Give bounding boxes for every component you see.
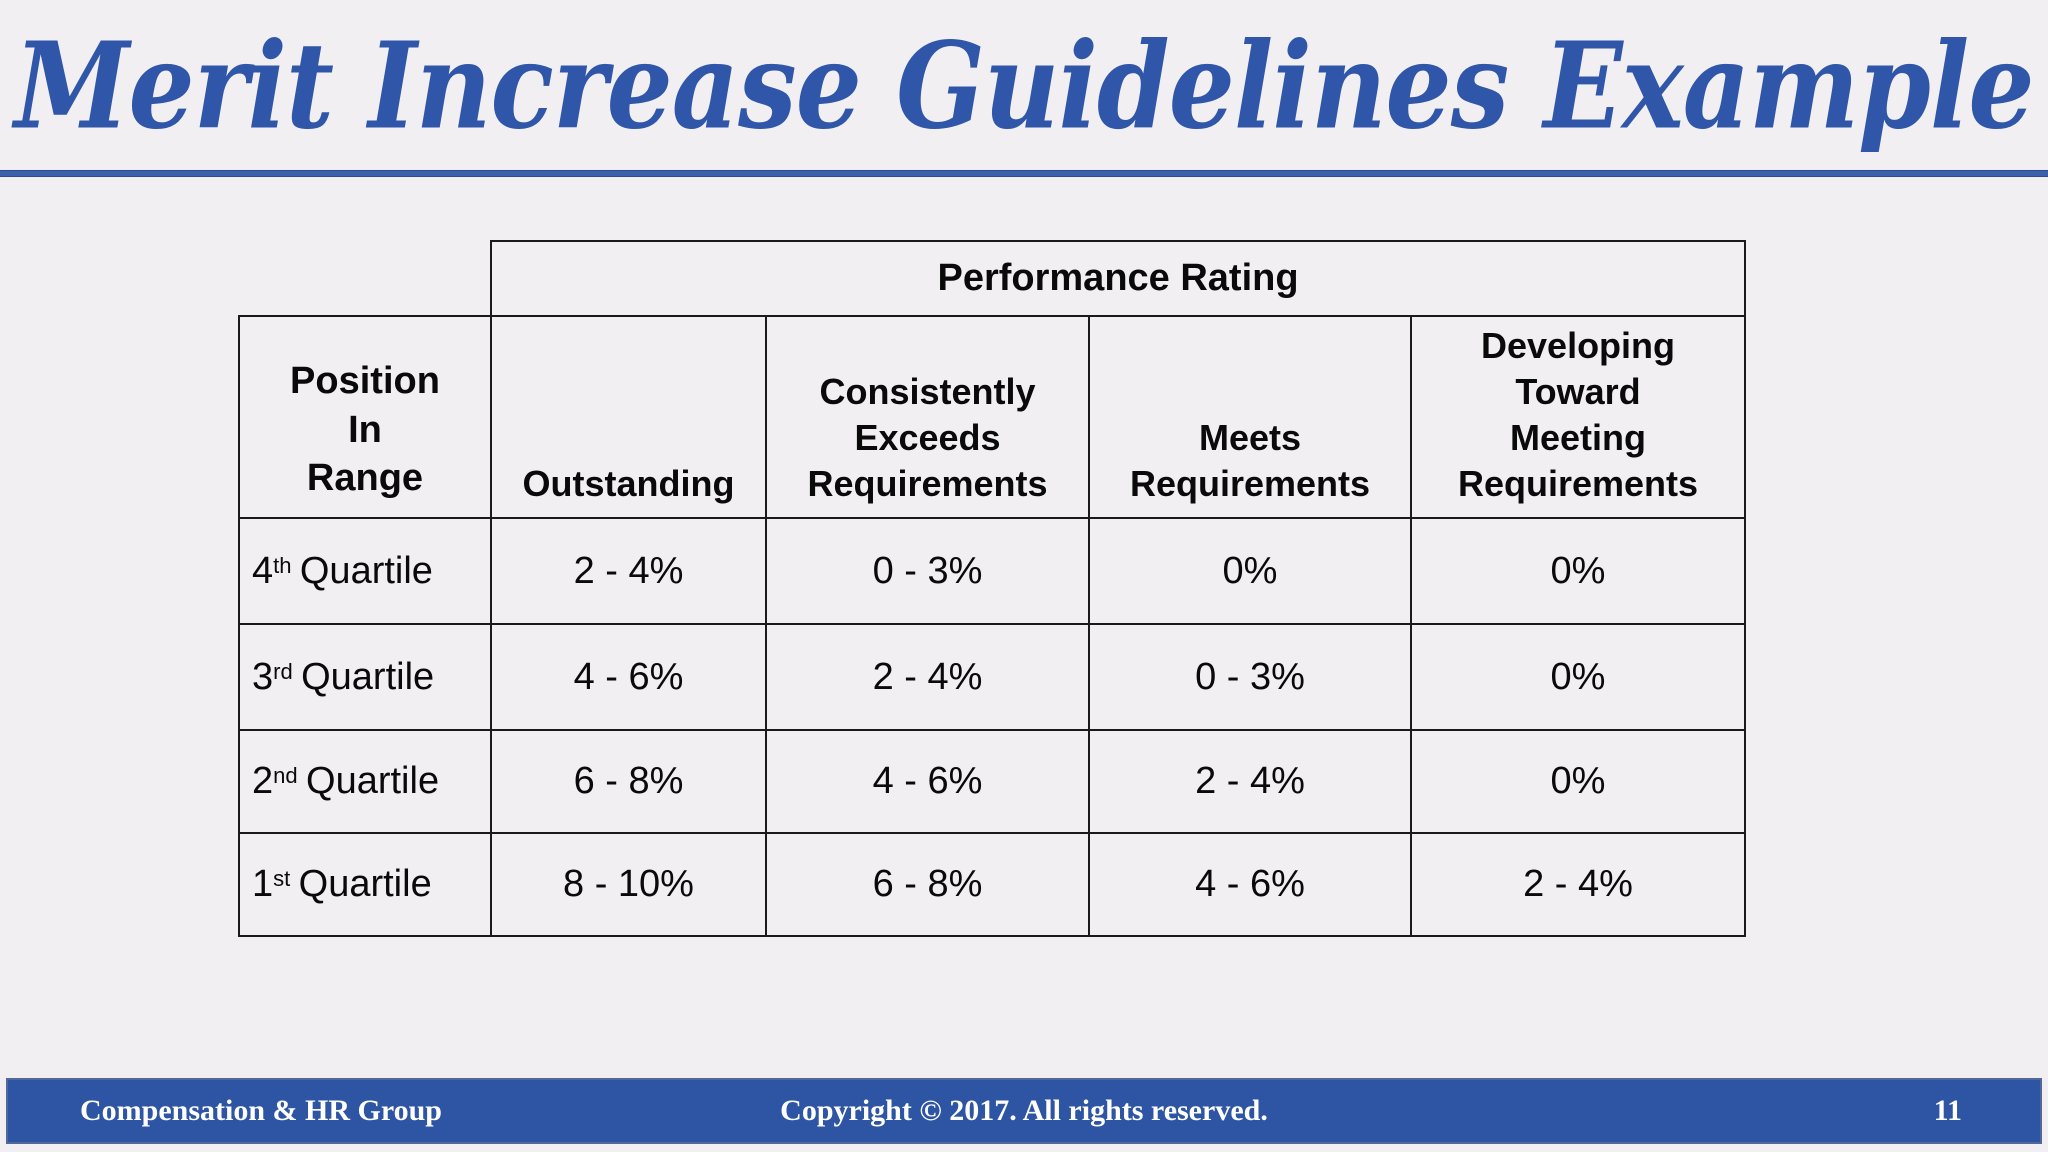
column-header-meets-requirements: Meets Requirements	[1088, 315, 1412, 519]
cell-value: 0%	[1409, 729, 1747, 834]
cell-value: 0%	[1409, 623, 1747, 731]
cell-value: 2 - 4%	[490, 517, 767, 625]
cell-value: 4 - 6%	[765, 729, 1090, 834]
ordinal-superscript: nd	[273, 763, 298, 789]
column-header-consistently-exceeds: Consistently Exceeds Requirements	[765, 315, 1090, 519]
row-header-position-in-range: Position In Range	[238, 315, 492, 519]
cell-value: 4 - 6%	[490, 623, 767, 731]
cell-value: 2 - 4%	[765, 623, 1090, 731]
footer-copyright: Copyright © 2017. All rights reserved.	[780, 1094, 1268, 1127]
title-divider-rule	[0, 170, 2048, 177]
cell-value: 8 - 10%	[490, 832, 767, 937]
cell-value: 0%	[1088, 517, 1412, 625]
merit-increase-table: Performance Rating Position In Range Out…	[238, 240, 1747, 937]
cell-value: 0 - 3%	[765, 517, 1090, 625]
cell-value: 2 - 4%	[1409, 832, 1747, 937]
cell-value: 6 - 8%	[490, 729, 767, 834]
footer-company-name: Compensation & HR Group	[80, 1094, 442, 1127]
performance-rating-row: Performance Rating	[239, 240, 1747, 317]
cell-value: 6 - 8%	[765, 832, 1090, 937]
footer-bar: Compensation & HR Group Copyright © 2017…	[6, 1078, 2042, 1144]
row-label-1st-quartile: 1st Quartile	[238, 832, 492, 937]
cell-value: 0 - 3%	[1088, 623, 1412, 731]
row-label-3rd-quartile: 3rd Quartile	[238, 623, 492, 731]
table-row-3rd-quartile: 3rd Quartile 4 - 6% 2 - 4% 0 - 3% 0%	[238, 623, 1747, 731]
table-row-4th-quartile: 4th Quartile 2 - 4% 0 - 3% 0% 0%	[238, 517, 1747, 625]
ordinal-superscript: st	[273, 866, 291, 892]
column-header-outstanding: Outstanding	[490, 315, 767, 519]
table-row-1st-quartile: 1st Quartile 8 - 10% 6 - 8% 4 - 6% 2 - 4%	[238, 832, 1747, 937]
table-row-2nd-quartile: 2nd Quartile 6 - 8% 4 - 6% 2 - 4% 0%	[238, 729, 1747, 834]
cell-value: 4 - 6%	[1088, 832, 1412, 937]
cell-value: 2 - 4%	[1088, 729, 1412, 834]
slide-title: Merit Increase Guidelines Example	[14, 16, 2034, 157]
cell-value: 0%	[1409, 517, 1747, 625]
row-label-2nd-quartile: 2nd Quartile	[238, 729, 492, 834]
ordinal-superscript: th	[273, 552, 292, 578]
column-header-row: Position In Range Outstanding Consistent…	[238, 315, 1747, 519]
row-label-4th-quartile: 4th Quartile	[238, 517, 492, 625]
ordinal-superscript: rd	[273, 658, 293, 684]
column-header-developing-toward: Developing Toward Meeting Requirements	[1409, 315, 1747, 519]
performance-rating-header: Performance Rating	[489, 240, 1747, 317]
footer-page-number: 11	[1933, 1094, 1962, 1127]
table-corner-empty	[239, 241, 491, 316]
